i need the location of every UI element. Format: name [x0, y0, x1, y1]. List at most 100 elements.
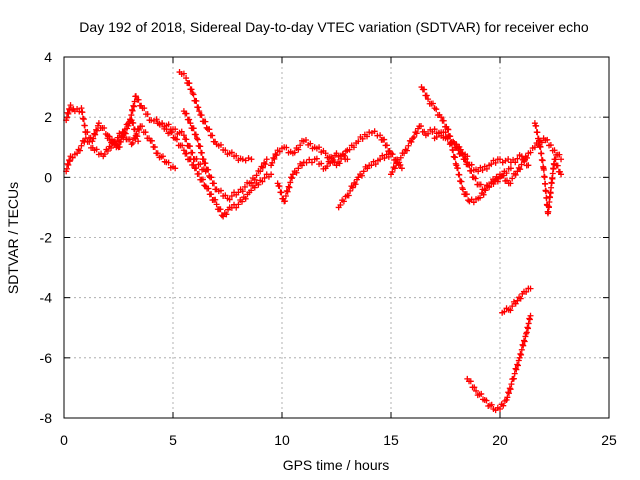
data-point — [172, 165, 179, 172]
data-point — [495, 175, 502, 182]
gridlines — [64, 57, 609, 418]
data-point — [198, 149, 205, 156]
data-point — [421, 86, 428, 93]
data-point — [242, 195, 249, 202]
data-point — [194, 136, 201, 143]
data-point — [200, 156, 207, 163]
data-point — [212, 196, 219, 203]
data-point — [514, 155, 521, 162]
data-point — [79, 109, 86, 116]
data-point — [303, 159, 310, 166]
data-point — [66, 158, 73, 165]
data-point — [148, 137, 155, 144]
data-point — [289, 175, 296, 182]
data-point — [86, 138, 93, 145]
data-point — [222, 147, 229, 154]
data-point — [531, 144, 538, 151]
data-point — [217, 141, 224, 148]
data-point — [540, 166, 547, 173]
data-point — [223, 211, 230, 218]
data-point — [405, 142, 412, 149]
data-point — [272, 151, 279, 158]
data-point — [554, 162, 561, 169]
data-point — [327, 160, 334, 167]
data-point — [409, 135, 416, 142]
data-point — [248, 156, 255, 163]
data-point — [465, 161, 472, 168]
data-point — [547, 142, 554, 149]
data-point — [93, 146, 100, 153]
x-tick-label: 25 — [601, 432, 617, 448]
data-point — [190, 125, 197, 132]
data-point — [270, 154, 277, 161]
data-point — [503, 170, 510, 177]
data-point — [119, 133, 126, 140]
data-point — [195, 170, 202, 177]
data-point — [285, 183, 292, 190]
data-point — [165, 121, 172, 128]
data-point — [154, 150, 161, 157]
data-point — [63, 165, 70, 172]
data-point — [139, 123, 146, 130]
data-point — [93, 126, 100, 133]
x-tick-label: 5 — [169, 432, 177, 448]
data-point — [520, 342, 527, 349]
data-point — [393, 160, 400, 167]
data-point — [278, 189, 285, 196]
data-point — [295, 146, 302, 153]
data-point — [173, 136, 180, 143]
data-point — [202, 160, 209, 167]
data-point — [183, 75, 190, 82]
data-point — [549, 170, 556, 177]
data-point — [306, 156, 313, 163]
data-point — [117, 138, 124, 145]
data-point — [527, 285, 534, 292]
data-point — [261, 159, 268, 166]
data-point — [454, 165, 461, 172]
data-point — [512, 159, 519, 166]
data-point — [282, 198, 289, 205]
data-point — [113, 141, 120, 148]
data-point — [482, 187, 489, 194]
data-point — [258, 163, 265, 170]
data-point — [438, 114, 445, 121]
data-point — [548, 180, 555, 187]
data-point — [381, 155, 388, 162]
data-point — [397, 154, 404, 161]
data-point — [349, 184, 356, 191]
data-point — [458, 178, 465, 185]
data-point — [372, 161, 379, 168]
data-point — [514, 361, 521, 368]
data-point — [94, 127, 101, 134]
data-point — [518, 351, 525, 358]
data-point — [473, 387, 480, 394]
data-point — [513, 366, 520, 373]
data-point — [488, 180, 495, 187]
data-point — [78, 142, 85, 149]
data-point — [478, 390, 485, 397]
data-point — [131, 134, 138, 141]
data-point — [284, 188, 291, 195]
data-point — [556, 151, 563, 158]
data-point — [257, 168, 264, 175]
data-point — [178, 128, 185, 135]
data-point — [507, 180, 514, 187]
data-point — [539, 157, 546, 164]
data-point — [196, 108, 203, 115]
data-point — [377, 156, 384, 163]
data-point — [209, 132, 216, 139]
data-point — [172, 126, 179, 133]
data-point — [521, 158, 528, 165]
data-point — [302, 137, 309, 144]
data-point — [543, 188, 550, 195]
data-point — [468, 167, 475, 174]
data-point — [344, 156, 351, 163]
data-point — [286, 184, 293, 191]
data-point — [130, 103, 137, 110]
data-point — [195, 104, 202, 111]
data-point — [463, 191, 470, 198]
data-point — [333, 150, 340, 157]
data-point — [205, 166, 212, 173]
y-tick-label: 0 — [44, 169, 52, 185]
data-point — [202, 118, 209, 125]
